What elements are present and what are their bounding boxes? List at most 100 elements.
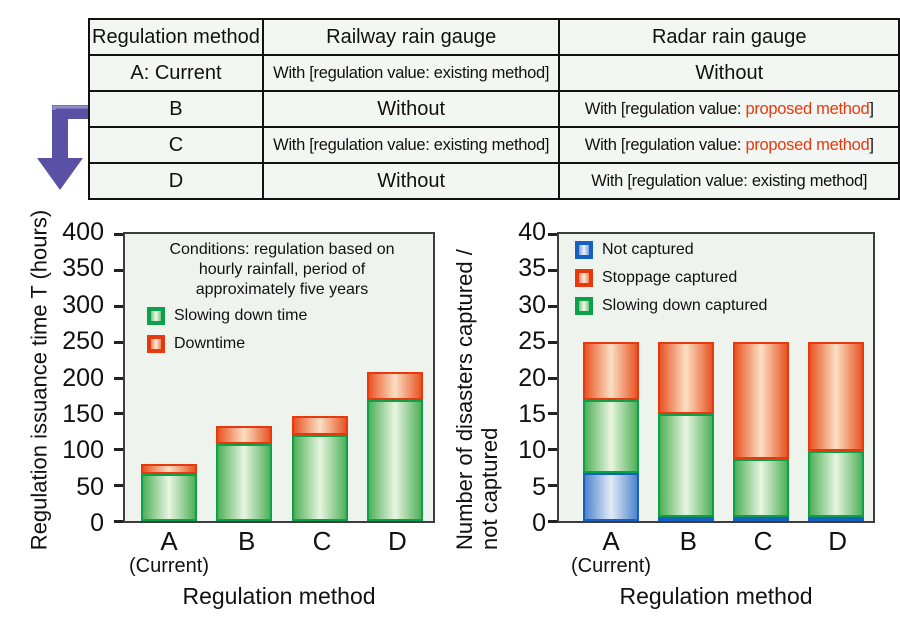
right-chart-y-axis-title: Number of disasters captured / not captu… (452, 249, 502, 550)
left-chart-x-labels: A (Current) B C D (123, 527, 435, 577)
flow-arrow-icon (37, 105, 88, 190)
y-tick-label: 50 (76, 472, 104, 501)
right-chart-x-axis-title: Regulation method (619, 583, 813, 609)
x-category-note: (Current) (129, 555, 210, 577)
left-chart-legend: Slowing down time Downtime (147, 307, 307, 353)
y-tick-label: 100 (62, 436, 104, 465)
bar-segment (367, 400, 424, 521)
method-cell: D (88, 162, 264, 200)
bar-segment (732, 341, 789, 459)
y-tick-label: 5 (532, 472, 546, 501)
bar-segment (657, 414, 714, 517)
regulation-method-table: Regulation method Railway rain gauge Rad… (88, 18, 900, 200)
y-tick-mark (114, 233, 123, 236)
proposed-method-highlight: proposed method (745, 135, 870, 154)
green-swatch-icon (147, 307, 165, 325)
bar-segment (367, 371, 424, 401)
method-cell: C (88, 126, 264, 164)
header-regulation-method: Regulation method (88, 18, 264, 56)
radar-cell: With [regulation value: proposed method] (558, 126, 900, 164)
bar-segment (807, 450, 864, 517)
stacked-bar-D (367, 234, 424, 521)
bar-segment (732, 516, 789, 521)
y-tick-label: 0 (90, 509, 104, 537)
bar-segment (140, 474, 197, 521)
y-tick-mark (548, 304, 557, 308)
table-row: D Without With [regulation value: existi… (88, 162, 900, 200)
bar-segment (657, 516, 714, 521)
x-category-note: (Current) (571, 555, 652, 577)
stacked-bar-A (140, 234, 197, 521)
y-tick-label: 350 (62, 254, 104, 283)
x-category-label: C (753, 526, 773, 556)
red-swatch-icon (147, 335, 165, 353)
right-chart-legend: Not captured Stoppage captured Slowing d… (575, 241, 767, 315)
y-tick-mark (114, 268, 123, 272)
y-tick-mark (548, 268, 557, 272)
bar-segment (807, 341, 864, 451)
red-swatch-icon (575, 269, 593, 287)
railway-cell: With [regulation value: existing method] (261, 54, 561, 92)
bar-segment (291, 415, 348, 435)
header-railway-rain-gauge: Railway rain gauge (261, 18, 561, 56)
blue-swatch-icon (575, 241, 593, 259)
stacked-bar-A (582, 234, 639, 521)
y-tick-mark (114, 376, 123, 380)
y-tick-label: 400 (62, 218, 104, 246)
bar-segment (582, 400, 639, 473)
stacked-bar-C (291, 234, 348, 521)
green-swatch-icon (575, 297, 593, 315)
y-tick-mark (114, 340, 123, 344)
table-row: C With [regulation value: existing metho… (88, 126, 900, 164)
bar-segment (140, 463, 197, 475)
bar-segment (291, 434, 348, 521)
y-tick-mark (114, 412, 123, 416)
y-tick-label: 200 (62, 363, 104, 392)
left-chart-plot-area: Conditions: regulation based on hourly r… (114, 232, 435, 523)
legend-item-slowing-down-captured: Slowing down captured (575, 297, 767, 315)
y-tick-mark (548, 448, 557, 452)
railway-cell: Without (261, 90, 561, 128)
stacked-bar-D (807, 234, 864, 521)
legend-item-not-captured: Not captured (575, 241, 767, 259)
bar-segment (807, 516, 864, 521)
stacked-bar-B (216, 234, 273, 521)
conditions-note: Conditions: regulation based on hourly r… (169, 241, 395, 298)
table-row: B Without With [regulation value: propos… (88, 90, 900, 128)
bar-segment (582, 341, 639, 401)
y-tick-mark (548, 376, 557, 380)
right-chart-plot-area: Not captured Stoppage captured Slowing d… (548, 232, 875, 523)
radar-cell: Without (558, 54, 900, 92)
railway-cell: With [regulation value: existing method] (261, 126, 561, 164)
y-tick-label: 20 (518, 363, 546, 392)
y-tick-mark (114, 520, 123, 523)
table-header-row: Regulation method Railway rain gauge Rad… (88, 18, 900, 56)
y-tick-mark (114, 304, 123, 308)
y-tick-mark (114, 448, 123, 452)
x-category-label: A (602, 526, 620, 556)
left-chart-y-ticks: 400 350 300 250 200 150 100 50 0 (54, 219, 106, 536)
y-tick-mark (548, 233, 557, 236)
bar-segment (732, 458, 789, 517)
x-category-label: B (679, 526, 698, 556)
bar-segment (657, 341, 714, 415)
stacked-bar-C (732, 234, 789, 521)
x-category-label: B (238, 526, 256, 556)
y-tick-mark (548, 412, 557, 416)
bar-segment (216, 444, 273, 521)
bar-segment (582, 472, 639, 521)
y-tick-mark (548, 340, 557, 344)
method-cell: A: Current (88, 54, 264, 92)
x-category-label: D (828, 526, 848, 556)
y-tick-label: 15 (518, 399, 546, 428)
x-category-label: A (160, 526, 178, 556)
right-chart-bars (559, 234, 873, 521)
y-tick-label: 250 (62, 327, 104, 356)
right-chart-y-ticks: 40 35 30 25 20 15 10 5 0 (498, 219, 548, 536)
railway-cell: Without (261, 162, 561, 200)
y-tick-label: 150 (62, 399, 104, 428)
legend-item-slowing-down-time: Slowing down time (147, 307, 307, 325)
y-tick-label: 30 (518, 290, 546, 319)
y-tick-label: 0 (532, 509, 546, 537)
